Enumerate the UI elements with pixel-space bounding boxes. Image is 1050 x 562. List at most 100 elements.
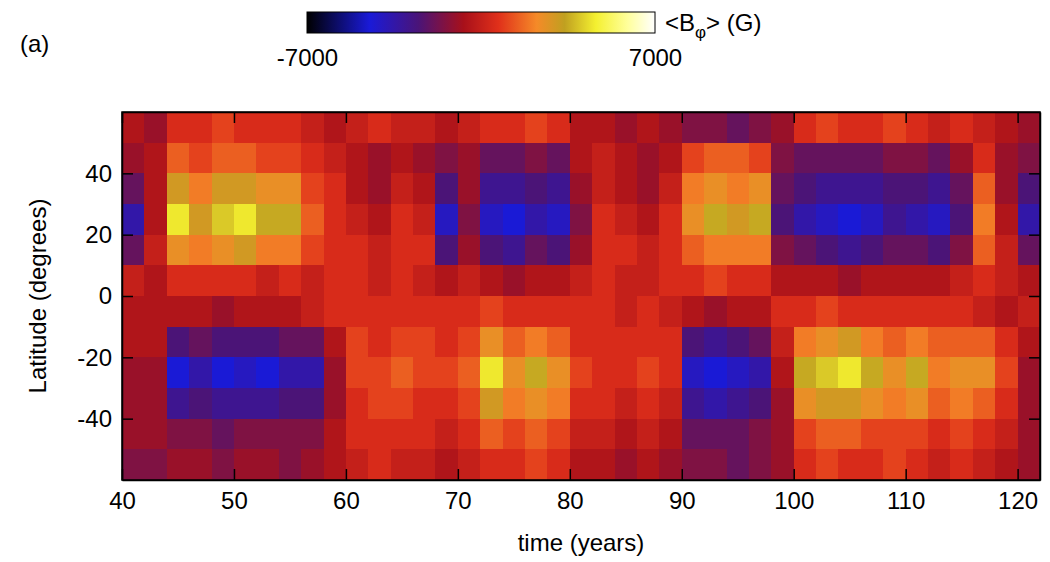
cell — [301, 296, 324, 327]
cell — [167, 173, 190, 204]
cell — [391, 143, 414, 174]
cell — [503, 419, 526, 450]
cell — [279, 112, 302, 143]
cell — [592, 143, 615, 174]
cell — [861, 449, 884, 480]
y-tick: 0 — [99, 282, 133, 309]
cell — [368, 143, 391, 174]
cell — [592, 204, 615, 235]
cell — [212, 296, 235, 327]
cell — [861, 143, 884, 174]
cell — [480, 388, 503, 419]
x-axis-title: time (years) — [518, 529, 645, 556]
cell — [413, 173, 436, 204]
cell — [659, 204, 682, 235]
cell — [637, 296, 660, 327]
cell — [1018, 388, 1040, 419]
tick-label: 40 — [85, 160, 112, 187]
cell — [615, 112, 638, 143]
cell — [144, 112, 167, 143]
cell — [570, 296, 593, 327]
cell — [570, 235, 593, 266]
tick-mark — [122, 173, 133, 175]
cell — [480, 327, 503, 358]
cell — [346, 327, 369, 358]
cell — [570, 112, 593, 143]
tick-mark — [234, 469, 236, 480]
cell — [906, 419, 929, 450]
tick-mark — [122, 418, 133, 420]
cell — [234, 143, 257, 174]
cell — [458, 449, 481, 480]
cell — [256, 327, 279, 358]
cell — [391, 265, 414, 296]
cell — [883, 173, 906, 204]
cell — [950, 112, 973, 143]
cell — [749, 419, 772, 450]
cell — [480, 112, 503, 143]
cell — [950, 388, 973, 419]
cell — [816, 327, 839, 358]
cell — [906, 112, 929, 143]
cell — [212, 357, 235, 388]
cell — [861, 296, 884, 327]
cell — [480, 265, 503, 296]
colorbar-tick: 7000 — [629, 33, 682, 71]
x-tick-top — [1018, 112, 1019, 123]
cell — [234, 449, 257, 480]
cell — [950, 419, 973, 450]
cell — [122, 143, 145, 174]
cell — [503, 296, 526, 327]
cell — [346, 449, 369, 480]
cell — [749, 173, 772, 204]
cell — [144, 357, 167, 388]
cell — [346, 296, 369, 327]
cell — [458, 327, 481, 358]
cell — [234, 204, 257, 235]
cell — [279, 143, 302, 174]
cell — [256, 204, 279, 235]
x-tick: 100 — [774, 469, 814, 514]
cell — [906, 449, 929, 480]
cell — [279, 419, 302, 450]
cell — [928, 204, 951, 235]
cell — [256, 143, 279, 174]
x-tick: 120 — [998, 469, 1038, 514]
tick-label: 110 — [887, 487, 925, 514]
cell — [547, 235, 570, 266]
y-axis-right — [1029, 113, 1041, 481]
cell — [995, 419, 1018, 450]
cell — [301, 388, 324, 419]
cell — [682, 265, 705, 296]
cell — [256, 419, 279, 450]
cell — [749, 204, 772, 235]
cell — [547, 419, 570, 450]
cell — [570, 388, 593, 419]
cell — [368, 112, 391, 143]
x-axis: 405060708090100110120 — [109, 469, 1040, 514]
cell — [659, 449, 682, 480]
cell — [301, 449, 324, 480]
cell — [615, 327, 638, 358]
cell — [234, 419, 257, 450]
cell — [727, 265, 750, 296]
cell — [973, 143, 996, 174]
cell — [234, 327, 257, 358]
cell — [637, 327, 660, 358]
x-tick-top — [906, 112, 907, 123]
cell — [435, 112, 458, 143]
y-tick-right — [1029, 419, 1040, 420]
x-tick: 110 — [887, 469, 925, 514]
cell — [682, 173, 705, 204]
cell — [301, 265, 324, 296]
cell — [547, 112, 570, 143]
cell — [301, 204, 324, 235]
cell — [995, 296, 1018, 327]
cell — [928, 143, 951, 174]
subscript: φ — [695, 23, 706, 42]
tick-label: 7000 — [629, 44, 682, 71]
cell — [928, 327, 951, 358]
y-tick: -20 — [77, 344, 133, 371]
tick-label: 20 — [85, 221, 112, 248]
cell — [435, 327, 458, 358]
